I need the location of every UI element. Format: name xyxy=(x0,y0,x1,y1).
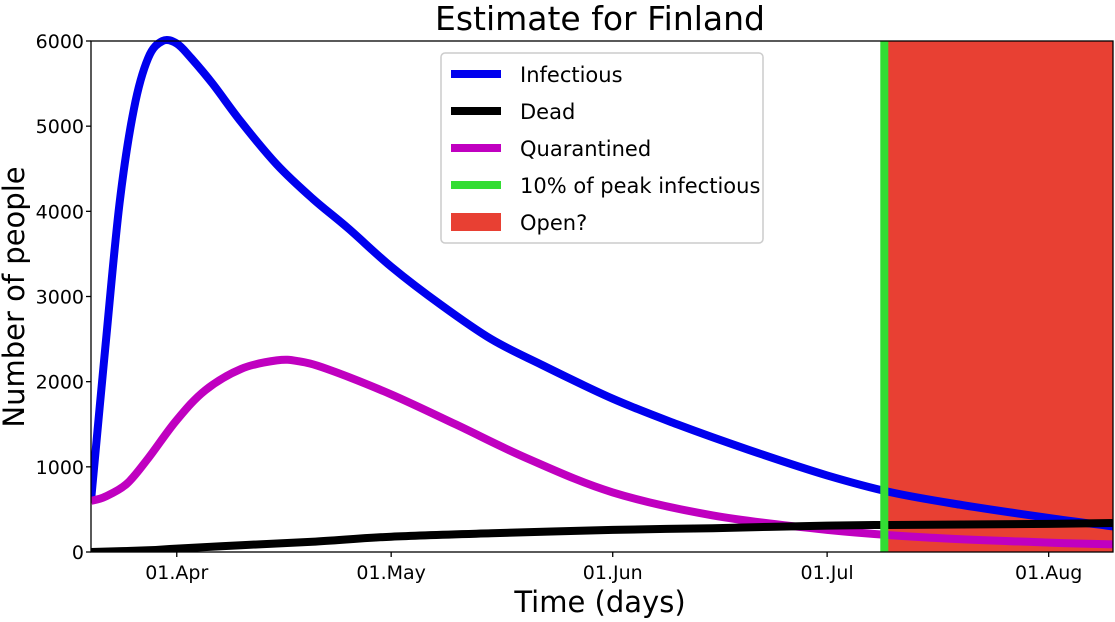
series-line-dead xyxy=(91,519,1113,552)
open-region-layer xyxy=(884,41,1113,552)
legend-swatch xyxy=(451,213,501,231)
y-tick-label: 0 xyxy=(72,542,84,564)
x-tick-label: 01.Jul xyxy=(801,562,854,584)
x-tick-label: 01.Aug xyxy=(1015,562,1082,584)
y-tick-label: 6000 xyxy=(36,31,84,53)
legend: Infectious Dead Quarantined 10% of peak inf… xyxy=(440,52,764,244)
x-axis-title: Time (days) xyxy=(513,585,685,619)
y-tick-label: 1000 xyxy=(36,457,84,479)
y-tick-label: 5000 xyxy=(36,116,84,138)
series-line-quarantined xyxy=(91,355,1113,549)
x-tick-label: 01.May xyxy=(356,562,426,584)
y-tick-label: 2000 xyxy=(36,372,84,394)
legend-label: 10% of peak infectious xyxy=(520,174,760,198)
chart-title: Estimate for Finland xyxy=(435,0,765,38)
x-tick-label: 01.Jun xyxy=(583,562,643,584)
y-tick-label: 4000 xyxy=(36,201,84,223)
series-lines-layer xyxy=(91,35,1113,552)
y-tick-label: 3000 xyxy=(36,287,84,309)
y-axis-title: Number of people xyxy=(0,166,31,427)
legend-label: Dead xyxy=(520,100,575,124)
x-tick-label: 01.Apr xyxy=(145,562,208,584)
legend-label: Quarantined xyxy=(520,137,651,161)
axes-layer: 0 1000 2000 3000 4000 5000 6000 01.Apr 01.May 01.… xyxy=(36,31,1114,584)
series-line-infectious xyxy=(91,35,1113,531)
legend-label: Infectious xyxy=(520,63,623,87)
open-region xyxy=(884,41,1113,552)
legend-box xyxy=(440,52,764,244)
legend-label: Open? xyxy=(520,211,587,235)
